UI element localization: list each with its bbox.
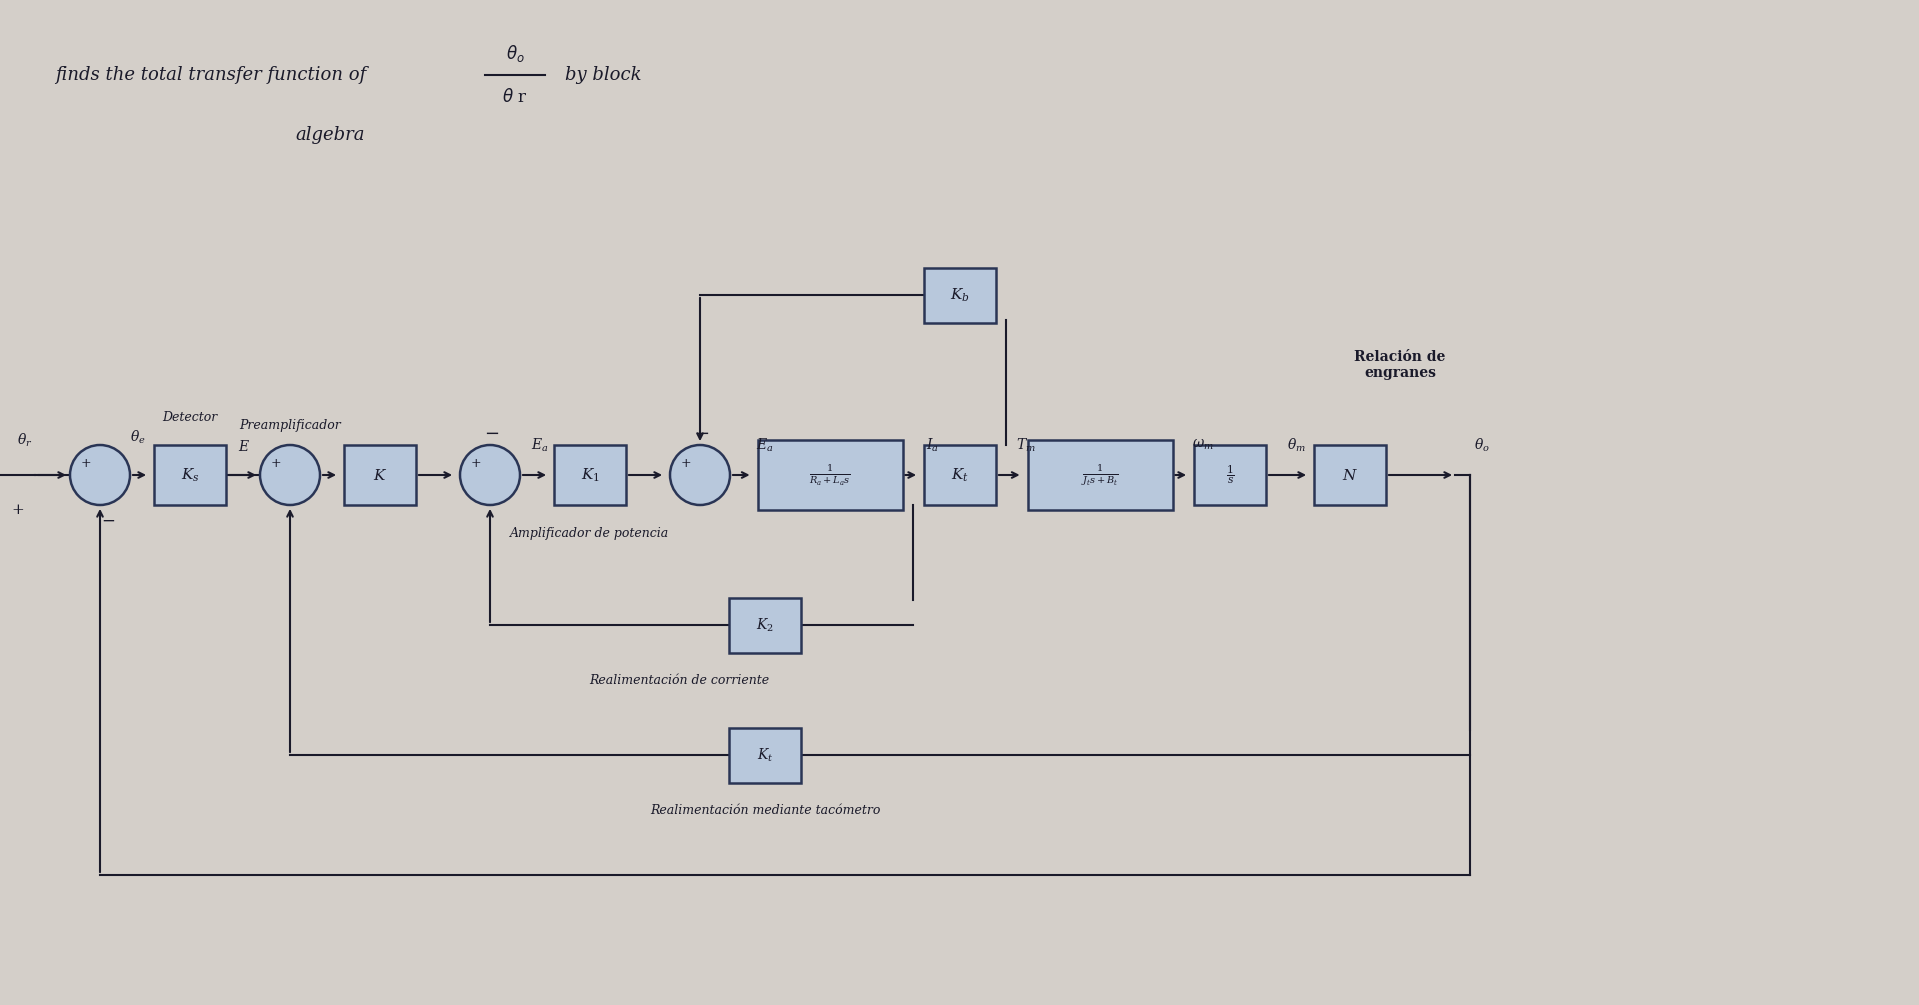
Text: Preamplificador: Preamplificador — [240, 418, 342, 431]
Text: E: E — [238, 440, 248, 454]
Text: $\theta$ r: $\theta$ r — [503, 88, 528, 106]
FancyBboxPatch shape — [925, 445, 996, 505]
Text: $\theta_o$: $\theta_o$ — [1474, 436, 1489, 453]
Text: $K_s$: $K_s$ — [180, 466, 200, 483]
Text: Relación de
engranes: Relación de engranes — [1355, 350, 1445, 380]
Text: $E_a$: $E_a$ — [532, 436, 549, 453]
Text: $\omega_m$: $\omega_m$ — [1192, 438, 1213, 452]
Text: $K_b$: $K_b$ — [950, 286, 969, 304]
Circle shape — [670, 445, 729, 505]
Text: $I_a$: $I_a$ — [927, 436, 938, 453]
FancyBboxPatch shape — [1315, 445, 1386, 505]
FancyBboxPatch shape — [925, 267, 996, 323]
Circle shape — [461, 445, 520, 505]
FancyBboxPatch shape — [1027, 440, 1173, 510]
Circle shape — [69, 445, 130, 505]
Text: +: + — [81, 456, 92, 469]
Text: $K_1$: $K_1$ — [581, 466, 599, 483]
Text: $\theta_m$: $\theta_m$ — [1286, 436, 1305, 453]
Text: by block: by block — [564, 66, 641, 84]
Text: $K_t$: $K_t$ — [756, 747, 773, 764]
Text: $\theta_o$: $\theta_o$ — [505, 42, 524, 63]
FancyBboxPatch shape — [758, 440, 902, 510]
Text: Amplificador de potencia: Amplificador de potencia — [510, 527, 670, 540]
Text: $K_2$: $K_2$ — [756, 616, 773, 634]
Text: $E_a$: $E_a$ — [756, 436, 773, 453]
Text: $\frac{1}{s}$: $\frac{1}{s}$ — [1226, 463, 1234, 486]
Text: $\theta_r$: $\theta_r$ — [17, 431, 33, 448]
FancyBboxPatch shape — [729, 598, 800, 652]
Text: Detector: Detector — [163, 410, 217, 423]
Text: $-$: $-$ — [102, 512, 115, 529]
Text: $\frac{1}{J_t s + B_t}$: $\frac{1}{J_t s + B_t}$ — [1080, 462, 1119, 487]
Text: $\theta_e$: $\theta_e$ — [130, 428, 146, 445]
Text: algebra: algebra — [296, 126, 365, 144]
Text: Realimentación de corriente: Realimentación de corriente — [589, 673, 770, 686]
FancyBboxPatch shape — [154, 445, 226, 505]
Text: $\frac{1}{R_a + L_a s}$: $\frac{1}{R_a + L_a s}$ — [810, 462, 850, 487]
FancyBboxPatch shape — [344, 445, 416, 505]
Text: +: + — [681, 456, 691, 469]
Text: $T_m$: $T_m$ — [1015, 436, 1036, 453]
Text: +: + — [470, 456, 482, 469]
FancyBboxPatch shape — [1194, 445, 1267, 505]
Text: Realimentación mediante tacómetro: Realimentación mediante tacómetro — [651, 804, 881, 816]
Text: $K$: $K$ — [372, 467, 388, 482]
Text: finds the total transfer function of: finds the total transfer function of — [56, 66, 367, 84]
FancyBboxPatch shape — [729, 728, 800, 783]
Text: +: + — [271, 456, 282, 469]
Text: $-$: $-$ — [695, 424, 710, 442]
Text: $-$: $-$ — [484, 424, 499, 442]
Text: $K_t$: $K_t$ — [952, 466, 969, 483]
Text: +: + — [12, 502, 25, 517]
FancyBboxPatch shape — [555, 445, 626, 505]
Text: $N$: $N$ — [1341, 467, 1359, 482]
Circle shape — [259, 445, 320, 505]
